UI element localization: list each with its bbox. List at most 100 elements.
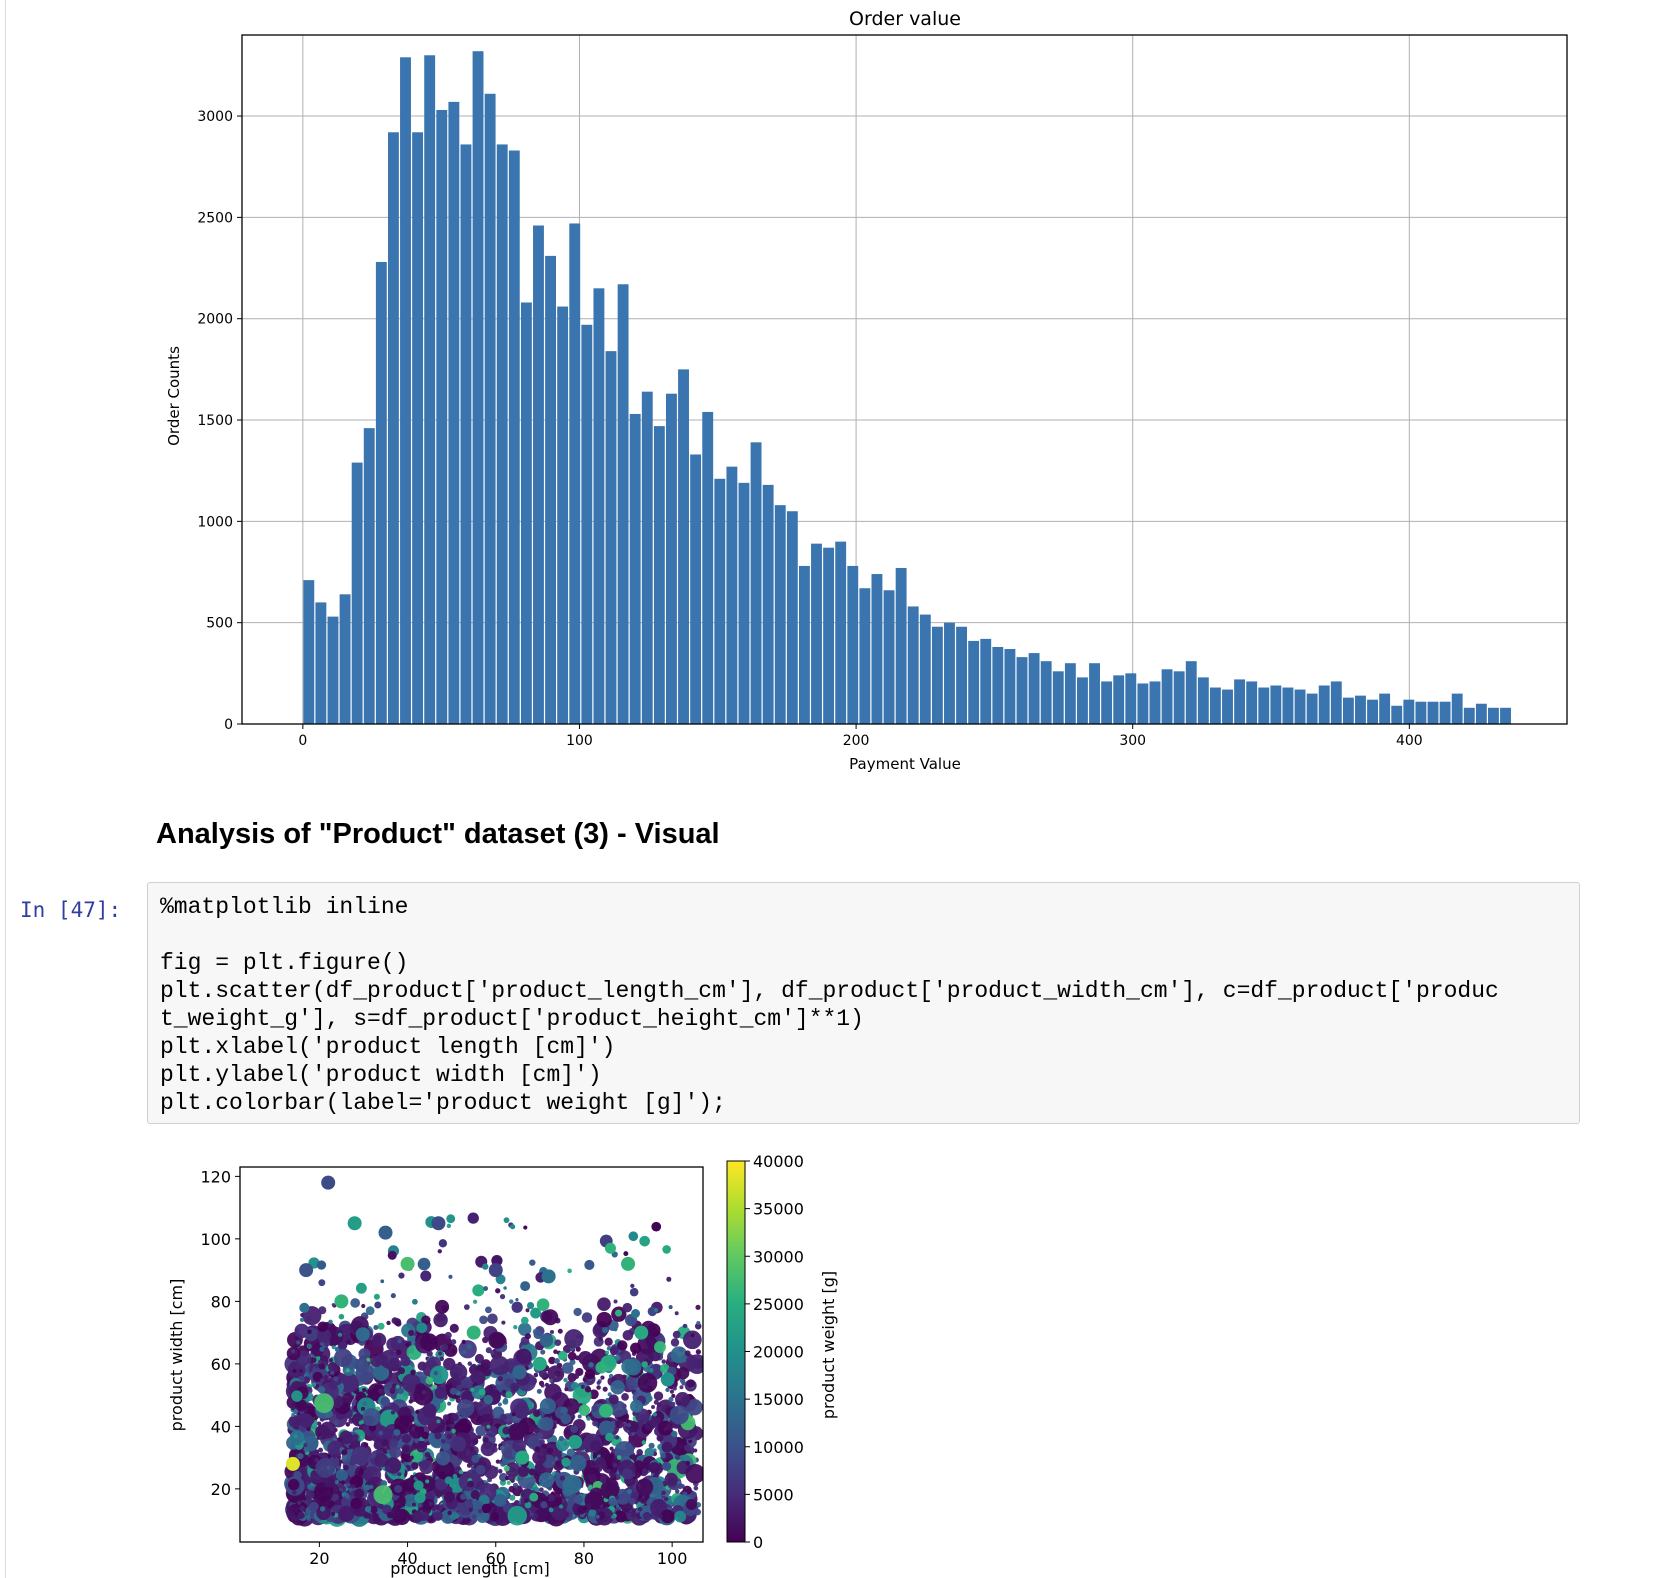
scatter-point bbox=[615, 1443, 621, 1449]
scatter-point bbox=[609, 1453, 615, 1459]
scatter-point bbox=[378, 1503, 384, 1510]
scatter-point bbox=[578, 1350, 593, 1366]
scatter-point bbox=[533, 1330, 543, 1340]
y-tick-label: 2000 bbox=[197, 312, 233, 328]
scatter-point bbox=[355, 1327, 370, 1342]
scatter-point bbox=[331, 1511, 336, 1517]
scatter-point bbox=[603, 1354, 616, 1367]
histogram-bar bbox=[1052, 671, 1064, 724]
y-tick-label: 80 bbox=[211, 1292, 231, 1311]
scatter-point bbox=[597, 1297, 611, 1312]
scatter-point bbox=[564, 1387, 569, 1392]
scatter-point bbox=[652, 1412, 658, 1417]
scatter-point bbox=[319, 1377, 325, 1383]
scatter-point bbox=[438, 1351, 443, 1356]
scatter-point bbox=[400, 1256, 415, 1271]
scatter-point bbox=[434, 1387, 447, 1399]
scatter-point bbox=[598, 1336, 603, 1342]
scatter-point bbox=[387, 1250, 397, 1260]
scatter-point bbox=[605, 1432, 614, 1442]
scatter-point bbox=[318, 1306, 327, 1315]
scatter-point bbox=[447, 1401, 452, 1406]
histogram-bar bbox=[1125, 673, 1137, 724]
scatter-point bbox=[333, 1420, 339, 1426]
scatter-point bbox=[451, 1428, 456, 1434]
scatter-point bbox=[604, 1337, 613, 1346]
scatter-point bbox=[310, 1356, 317, 1364]
y-tick-label: 0 bbox=[224, 717, 233, 733]
scatter-point bbox=[532, 1356, 547, 1371]
scatter-point bbox=[546, 1447, 554, 1455]
scatter-point bbox=[630, 1511, 637, 1518]
histogram-bar bbox=[448, 101, 460, 724]
scatter-point bbox=[293, 1470, 302, 1480]
scatter-point bbox=[621, 1256, 636, 1271]
scatter-point bbox=[641, 1440, 647, 1445]
scatter-point bbox=[626, 1377, 633, 1384]
histogram-bar bbox=[1270, 685, 1282, 724]
histogram-bar bbox=[666, 393, 677, 724]
code-cell-input[interactable]: %matplotlib inline fig = plt.figure() pl… bbox=[147, 882, 1580, 1124]
scatter-point bbox=[338, 1341, 347, 1351]
scatter-point bbox=[298, 1413, 314, 1428]
scatter-point bbox=[291, 1390, 303, 1402]
scatter-point bbox=[549, 1329, 555, 1335]
scatter-point bbox=[470, 1363, 477, 1370]
scatter-point bbox=[401, 1454, 409, 1462]
histogram-bar bbox=[436, 109, 448, 724]
y-tick-label: 100 bbox=[200, 1230, 231, 1249]
code-line: plt.xlabel('product length [cm]') bbox=[160, 1034, 616, 1060]
scatter-point bbox=[481, 1503, 492, 1514]
scatter-point bbox=[559, 1475, 565, 1481]
scatter-point bbox=[484, 1388, 489, 1393]
scatter-point bbox=[524, 1501, 532, 1509]
scatter-point bbox=[456, 1399, 475, 1417]
scatter-point bbox=[470, 1489, 480, 1500]
scatter-point bbox=[558, 1435, 564, 1442]
scatter-point bbox=[567, 1351, 577, 1361]
scatter-point bbox=[596, 1380, 601, 1385]
scatter-point bbox=[317, 1321, 328, 1332]
x-tick-label: 200 bbox=[843, 733, 870, 749]
scatter-point bbox=[677, 1483, 684, 1490]
scatter-point bbox=[525, 1308, 530, 1313]
scatter-point bbox=[299, 1302, 310, 1313]
x-tick-label: 80 bbox=[574, 1549, 594, 1568]
histogram-bar bbox=[762, 484, 774, 724]
scatter-point bbox=[368, 1424, 376, 1432]
code-line: plt.scatter(df_product['product_length_c… bbox=[160, 978, 1499, 1004]
scatter-point bbox=[555, 1437, 570, 1452]
scatter-point bbox=[482, 1263, 489, 1270]
histogram-bar bbox=[1077, 677, 1088, 724]
scatter-point bbox=[334, 1347, 340, 1352]
scatter-point bbox=[299, 1317, 305, 1322]
scatter-point bbox=[346, 1339, 351, 1345]
scatter-point bbox=[434, 1432, 442, 1440]
histogram-bar bbox=[702, 411, 714, 724]
scatter-point bbox=[449, 1387, 458, 1395]
scatter-point bbox=[648, 1367, 654, 1373]
scatter-points bbox=[284, 1175, 703, 1527]
code-editor[interactable]: %matplotlib inline fig = plt.figure() pl… bbox=[160, 893, 1499, 1117]
scatter-point bbox=[380, 1279, 385, 1284]
histogram-bar bbox=[919, 614, 931, 724]
scatter-point bbox=[644, 1447, 655, 1458]
scatter-point bbox=[445, 1421, 450, 1426]
histogram-bar bbox=[835, 541, 847, 724]
scatter-point bbox=[306, 1490, 315, 1499]
scatter-point bbox=[333, 1348, 353, 1368]
scatter-point bbox=[397, 1387, 404, 1395]
histogram-bar bbox=[315, 602, 327, 724]
scatter-point bbox=[332, 1454, 338, 1459]
scatter-point bbox=[328, 1361, 338, 1372]
scatter-point bbox=[336, 1327, 342, 1332]
scatter-point bbox=[487, 1313, 498, 1325]
scatter-point bbox=[412, 1298, 418, 1305]
scatter-point bbox=[373, 1441, 382, 1450]
scatter-point bbox=[674, 1311, 679, 1316]
scatter-point bbox=[693, 1485, 699, 1491]
x-tick-label: 300 bbox=[1119, 733, 1146, 749]
scatter-point bbox=[450, 1339, 457, 1345]
scatter-point bbox=[334, 1294, 349, 1309]
x-tick-label: 40 bbox=[397, 1549, 417, 1568]
